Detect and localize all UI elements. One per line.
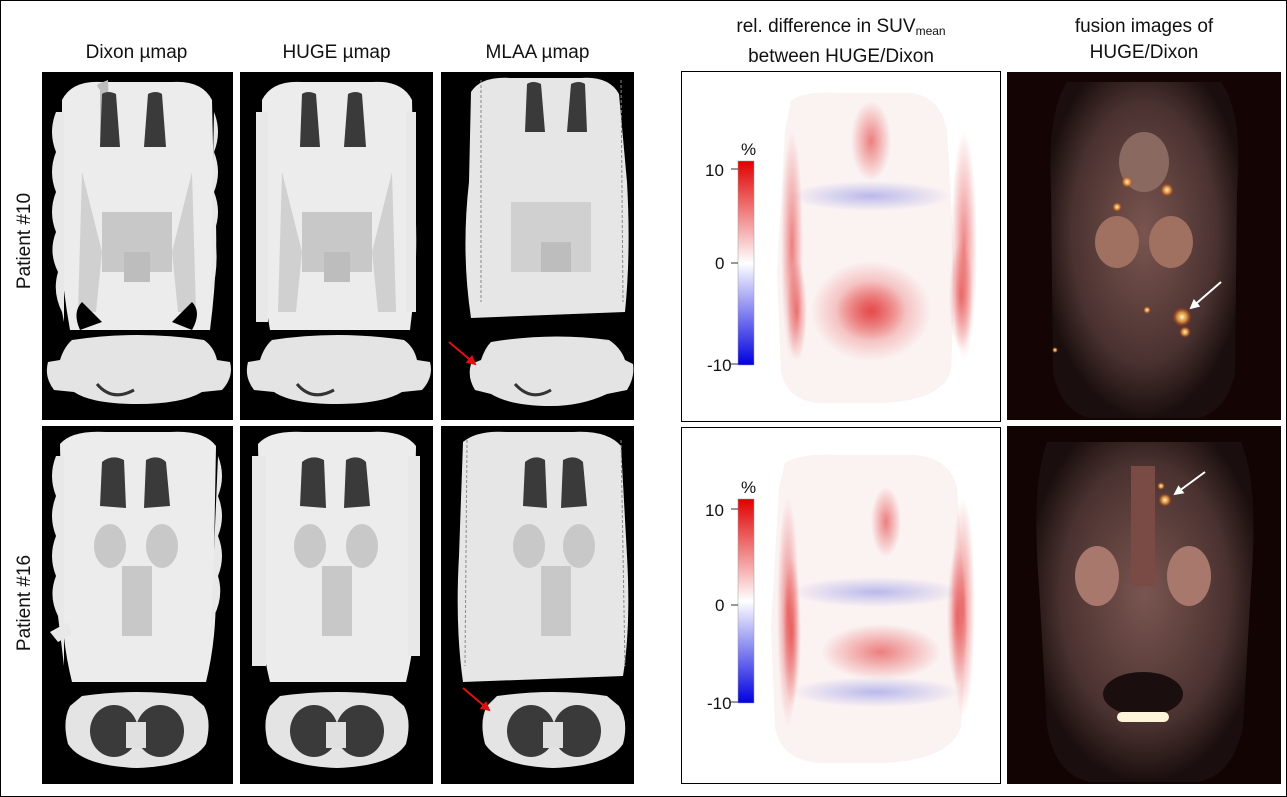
colorbar-tick-max: 10 xyxy=(705,161,724,180)
panel-dixon-patient-10 xyxy=(42,72,233,420)
colorbar-unit-2: % xyxy=(741,478,756,497)
white-arrow-fusion-patient-16 xyxy=(1173,471,1206,496)
colorbar-patient-10 xyxy=(737,160,755,366)
colorbar-tick-max-2: 10 xyxy=(705,501,724,520)
col-title-dixon: Dixon µmap xyxy=(85,42,188,63)
col-title-mlaa: MLAA µmap xyxy=(485,42,590,63)
white-arrow-fusion-patient-10 xyxy=(1189,281,1222,310)
panel-huge-patient-10 xyxy=(240,72,433,420)
col-title-difference-sub: mean xyxy=(915,24,946,38)
colorbar-patient-16 xyxy=(737,498,755,704)
red-arrow-mlaa-patient-10 xyxy=(448,341,477,366)
row-label-patient-16: Patient #16 xyxy=(14,554,35,652)
panel-difference-patient-16: % 10 0 -10 xyxy=(681,427,1001,784)
row-label-patient-10: Patient #10 xyxy=(14,192,35,290)
colorbar-unit: % xyxy=(741,140,756,159)
col-title-fusion-line1: fusion images of xyxy=(1074,16,1214,37)
red-arrow-mlaa-patient-16 xyxy=(462,687,491,712)
col-title-difference: rel. difference in SUVmean between HUGE/… xyxy=(681,14,1001,70)
colorbar-tick-min-2: -10 xyxy=(707,694,732,713)
panel-huge-patient-16 xyxy=(240,426,433,784)
col-title-fusion: fusion images of HUGE/Dixon xyxy=(1007,14,1281,66)
panel-difference-patient-10: % 10 0 -10 xyxy=(681,71,1001,422)
panel-mlaa-patient-16 xyxy=(441,426,634,784)
col-title-difference-line2: between HUGE/Dixon xyxy=(748,46,934,67)
panel-dixon-patient-16 xyxy=(42,426,233,784)
panel-fusion-patient-10 xyxy=(1007,72,1281,420)
colorbar-tick-mid: 0 xyxy=(715,254,724,273)
panel-mlaa-patient-10 xyxy=(441,72,634,420)
col-title-fusion-line2: HUGE/Dixon xyxy=(1089,42,1199,63)
colorbar-tick-min: -10 xyxy=(707,356,732,375)
panel-fusion-patient-16 xyxy=(1007,426,1281,784)
col-title-difference-pre: rel. difference in SUV xyxy=(736,16,916,37)
col-title-huge: HUGE µmap xyxy=(282,42,391,63)
colorbar-tick-mid-2: 0 xyxy=(715,596,724,615)
